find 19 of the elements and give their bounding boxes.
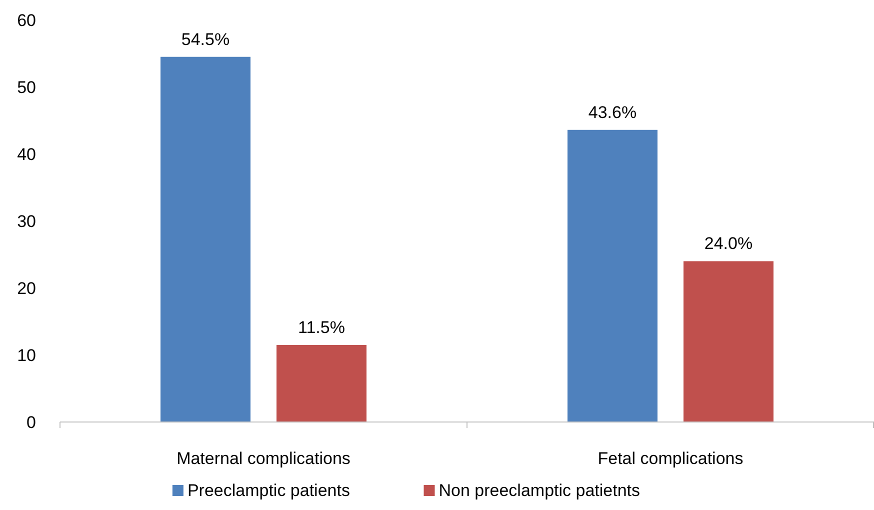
legend-label: Preeclamptic patients	[187, 481, 350, 500]
bar	[684, 261, 774, 422]
data-label: 24.0%	[704, 234, 753, 254]
bar	[160, 56, 250, 422]
data-label: 11.5%	[298, 318, 345, 337]
legend-label: Non preeclamptic patietnts	[438, 481, 640, 500]
y-tick-label: 60	[17, 10, 36, 30]
data-label: 54.5%	[181, 30, 230, 49]
x-tick-label: Maternal complications	[176, 449, 350, 468]
y-tick-label: 0	[26, 412, 36, 432]
bar	[276, 344, 366, 422]
bar	[568, 130, 658, 422]
y-tick-label: 40	[17, 144, 36, 164]
data-label: 43.6%	[588, 102, 637, 122]
x-tick-label: Fetal complications	[598, 449, 744, 468]
y-tick-label: 10	[17, 346, 36, 365]
y-tick-label: 30	[17, 212, 36, 231]
y-tick-label: 20	[17, 278, 36, 298]
y-tick-label: 50	[17, 78, 36, 97]
